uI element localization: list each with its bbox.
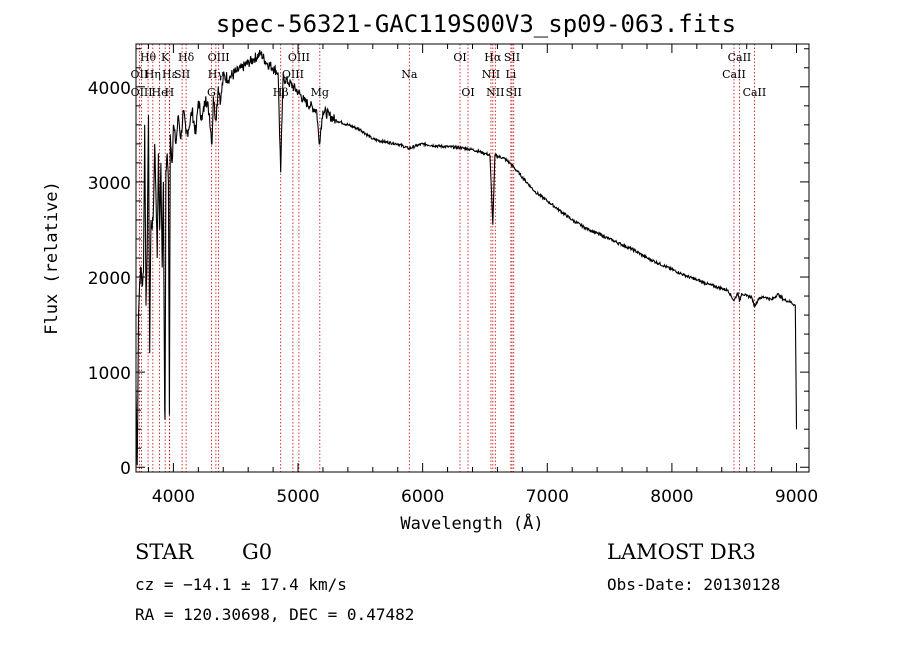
line-label-7: H — [165, 86, 175, 99]
line-markers — [138, 44, 755, 472]
line-label-16: Mg — [311, 86, 329, 99]
line-label-3: Hη — [145, 68, 161, 81]
line-label-21: Hα — [484, 51, 502, 64]
line-label-1: OII — [131, 68, 149, 81]
line-label-10: OIII — [208, 51, 230, 64]
line-label-27: CaII — [728, 51, 752, 64]
survey-name: LAMOST DR3 — [607, 540, 756, 564]
y-tick-label-1: 1000 — [88, 364, 131, 384]
line-label-28: CaII — [743, 86, 767, 99]
line-label-14: OIII — [282, 68, 304, 81]
y-tick-label-0: 0 — [120, 459, 131, 479]
line-label-12: G — [207, 86, 216, 99]
object-class: STAR — [135, 540, 194, 564]
x-tick-label-2: 6000 — [401, 487, 444, 507]
y-tick-label-4: 4000 — [88, 79, 131, 99]
line-label-25: SII — [506, 86, 522, 99]
line-label-26: CaII — [722, 68, 746, 81]
line-label-23: Li — [505, 68, 516, 81]
x-tick-label-1: 5000 — [276, 487, 319, 507]
x-axis: 4000 5000 6000 7000 8000 9000 — [147, 44, 818, 507]
object-subclass: G0 — [242, 540, 272, 564]
y-tick-label-3: 3000 — [88, 174, 131, 194]
x-tick-label-5: 9000 — [775, 487, 818, 507]
x-tick-label-4: 8000 — [650, 487, 693, 507]
line-label-0: Hθ — [140, 51, 157, 64]
coordinates-readout: RA = 120.30698, DEC = 0.47482 — [135, 605, 414, 624]
line-label-11: Hγ — [208, 68, 225, 81]
line-label-18: OI — [453, 51, 466, 64]
line-label-5: K — [161, 51, 170, 64]
x-tick-label-3: 7000 — [526, 487, 569, 507]
line-label-9: Hδ — [178, 51, 195, 64]
line-labels: Hθ OII OIII Hη He K Hε H SII Hδ OIII Hγ G Hβ OIII OIII M… — [131, 51, 767, 99]
line-label-19: OI — [461, 86, 474, 99]
line-label-4: He — [152, 86, 168, 99]
y-axis: 0 1000 2000 3000 4000 — [88, 48, 809, 479]
line-label-13: Hβ — [273, 86, 289, 99]
chart-title: spec-56321-GAC119S00V3_sp09-063.fits — [216, 10, 736, 38]
line-label-20: NII — [482, 68, 500, 81]
series-line-flux — [135, 49, 798, 466]
line-label-17: Na — [401, 68, 418, 81]
line-label-8: SII — [174, 68, 190, 81]
redshift-readout: cz = −14.1 ± 17.4 km/s — [135, 575, 347, 594]
line-label-22: NII — [486, 86, 504, 99]
y-axis-label: Flux (relative) — [42, 181, 62, 335]
x-tick-label-0: 4000 — [152, 487, 195, 507]
x-axis-label: Wavelength (Å) — [400, 512, 543, 534]
line-label-15: OIII — [288, 51, 310, 64]
y-tick-label-2: 2000 — [88, 269, 131, 289]
observation-date: Obs-Date: 20130128 — [607, 575, 780, 594]
line-label-6: Hε — [162, 68, 178, 81]
line-label-2: OIII — [131, 86, 153, 99]
plot-frame — [135, 43, 810, 473]
line-label-24: SII — [504, 51, 520, 64]
